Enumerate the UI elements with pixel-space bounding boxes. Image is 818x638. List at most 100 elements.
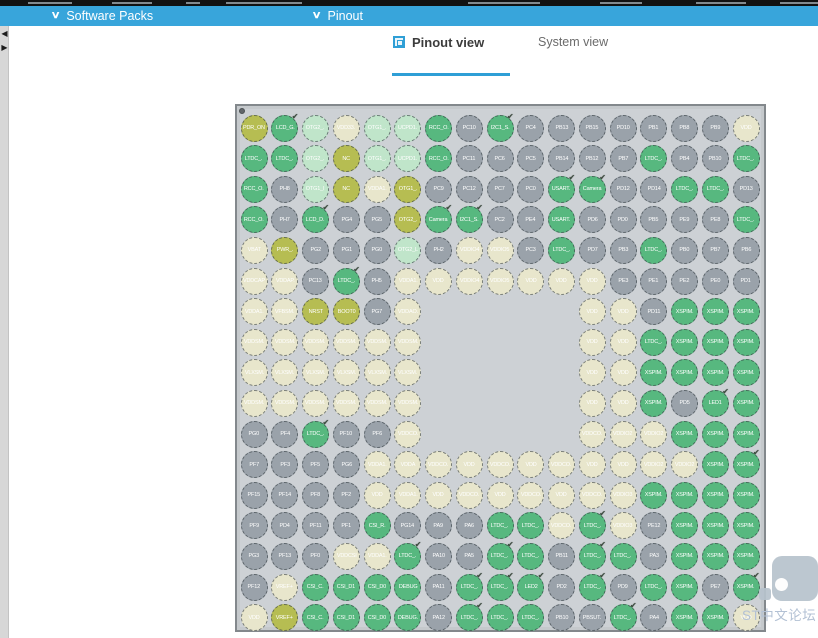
pin-r7-c15[interactable]: XSPIM. bbox=[671, 298, 698, 326]
pin-r1-c15[interactable]: PB8 bbox=[671, 114, 698, 142]
pin-r7-c16[interactable]: XSPIM. bbox=[701, 298, 729, 326]
expand-right-icon[interactable]: ▶ bbox=[1, 43, 8, 52]
pin-r12-c10[interactable]: VDD bbox=[517, 451, 545, 479]
pin-r13-c9[interactable]: VDD bbox=[486, 481, 514, 509]
pin-r2-c8[interactable]: PC11 bbox=[455, 145, 483, 173]
pin-r14-c13[interactable]: VDDIO3 bbox=[609, 512, 637, 540]
pin-r12-c1[interactable]: PF7 bbox=[240, 451, 268, 479]
pin-r14-c9[interactable]: LTDC_. bbox=[486, 512, 514, 540]
pin-r16-c17[interactable]: XSPIM. ✔ bbox=[732, 571, 760, 601]
pin-r12-c2[interactable]: PF3 bbox=[271, 451, 299, 479]
pin-r7-c13[interactable]: VDD bbox=[609, 298, 637, 326]
pin-r4-c11[interactable]: USART. bbox=[548, 206, 575, 234]
pin-r4-c12[interactable]: PD6 bbox=[578, 206, 606, 234]
pin-r3-c9[interactable]: PC7 bbox=[486, 175, 514, 203]
pin-r7-c1[interactable]: VDDA1. bbox=[240, 298, 268, 326]
pin-r13-c1[interactable]: PF15 bbox=[240, 481, 268, 509]
pin-r9-c1[interactable]: VLXSM. bbox=[240, 359, 268, 387]
pin-r4-c14[interactable]: PB5 bbox=[640, 206, 668, 234]
pin-r6-c15[interactable]: PE2 bbox=[671, 267, 698, 295]
pin-r4-c5[interactable]: PG5 bbox=[363, 206, 391, 234]
pin-r15-c15[interactable]: XSPIM. bbox=[671, 542, 698, 570]
pin-r1-c4[interactable]: VDD33. bbox=[332, 114, 360, 142]
pin-r14-c17[interactable]: XSPIM. bbox=[732, 512, 760, 540]
pin-r1-c16[interactable]: PB9 bbox=[701, 114, 729, 142]
pin-r11-c1[interactable]: PG0 bbox=[240, 420, 268, 448]
pin-r4-c7[interactable]: Camera ✔ bbox=[425, 204, 452, 234]
pin-r2-c7[interactable]: RCC_O. bbox=[425, 145, 452, 173]
pin-r6-c2[interactable]: VDDAP. bbox=[271, 267, 299, 295]
pin-r2-c11[interactable]: PB14 bbox=[548, 145, 575, 173]
pin-r12-c14[interactable]: VDDIO2 bbox=[640, 451, 668, 479]
pin-r17-c17[interactable]: VDD bbox=[732, 604, 760, 632]
pin-r16-c7[interactable]: PA11 bbox=[425, 573, 452, 601]
pin-r7-c5[interactable]: PG7 bbox=[363, 298, 391, 326]
pin-r12-c17[interactable]: XSPIM. ✔ bbox=[732, 449, 760, 479]
pin-r17-c5[interactable]: CSI_D0 bbox=[363, 604, 391, 632]
pin-r14-c5[interactable]: CSI_R. bbox=[363, 512, 391, 540]
pin-r11-c13[interactable]: VDDIO2 bbox=[609, 420, 637, 448]
pin-r14-c12[interactable]: LTDC_. ✔ bbox=[578, 510, 606, 540]
pin-r12-c7[interactable]: VDDCO. bbox=[425, 451, 452, 479]
pin-r17-c1[interactable]: VDD bbox=[240, 604, 268, 632]
pin-r9-c15[interactable]: XSPIM. bbox=[671, 359, 698, 387]
pin-r16-c5[interactable]: CSI_D0 bbox=[363, 573, 391, 601]
pin-r3-c14[interactable]: PD14 bbox=[640, 175, 668, 203]
pin-r9-c14[interactable]: XSPIM. bbox=[640, 359, 668, 387]
pin-r6-c9[interactable]: VDDIO5 bbox=[486, 267, 514, 295]
pin-r17-c3[interactable]: CSI_C. bbox=[302, 604, 329, 632]
pin-r2-c6[interactable]: UCPD1. bbox=[394, 145, 422, 173]
pin-r14-c16[interactable]: XSPIM. bbox=[701, 512, 729, 540]
pin-r1-c3[interactable]: OTG2_. bbox=[302, 114, 329, 142]
pin-r13-c15[interactable]: XSPIM. bbox=[671, 481, 698, 509]
pin-r17-c10[interactable]: LTDC_. bbox=[517, 604, 545, 632]
pin-r16-c14[interactable]: LTDC_. bbox=[640, 573, 668, 601]
pin-r15-c4[interactable]: VDDCSI bbox=[332, 542, 360, 570]
pin-r7-c4[interactable]: BOOT0 bbox=[332, 298, 360, 326]
pin-r11-c12[interactable]: VDDCO. bbox=[578, 420, 606, 448]
pin-r7-c14[interactable]: PD11 bbox=[640, 298, 668, 326]
pin-r8-c14[interactable]: LTDC_. bbox=[640, 328, 668, 356]
pin-r1-c6[interactable]: UCPD1. bbox=[394, 114, 422, 142]
pin-r4-c2[interactable]: PH7 bbox=[271, 206, 299, 234]
pin-r16-c6[interactable]: DEBUG bbox=[394, 573, 422, 601]
menu-software-packs[interactable]: ∨ Software Packs bbox=[42, 6, 163, 26]
pin-r11-c17[interactable]: XSPIM. bbox=[732, 420, 760, 448]
pin-r17-c15[interactable]: XSPIM. bbox=[671, 604, 698, 632]
pin-r9-c5[interactable]: VLXSM. bbox=[363, 359, 391, 387]
pin-r5-c3[interactable]: PG2 bbox=[302, 236, 329, 264]
pin-r12-c5[interactable]: VDDA1. bbox=[363, 451, 391, 479]
pin-r15-c10[interactable]: LTDC_. bbox=[517, 542, 545, 570]
pin-r1-c2[interactable]: LCD_G. ✔ bbox=[271, 112, 298, 142]
pin-r2-c1[interactable]: LTDC_. bbox=[240, 145, 268, 173]
pin-r5-c5[interactable]: PG0 bbox=[363, 236, 391, 264]
pin-r4-c9[interactable]: PC2 bbox=[486, 206, 514, 234]
pin-r4-c17[interactable]: LTDC_. bbox=[732, 206, 760, 234]
pin-r15-c8[interactable]: PA5 bbox=[455, 542, 483, 570]
tab-system-view[interactable]: System view bbox=[518, 29, 608, 55]
pin-r4-c1[interactable]: RCC_O. bbox=[240, 206, 268, 234]
pin-r9-c13[interactable]: VDD bbox=[609, 359, 637, 387]
pin-r3-c16[interactable]: LTDC_. bbox=[701, 175, 729, 203]
pin-r10-c1[interactable]: VDDSM. bbox=[240, 389, 268, 417]
pin-r6-c11[interactable]: VDD bbox=[548, 267, 575, 295]
pin-r5-c6[interactable]: OTG2_L bbox=[394, 236, 422, 264]
pin-r8-c13[interactable]: VDD bbox=[609, 328, 637, 356]
pin-r9-c12[interactable]: VDD bbox=[578, 359, 606, 387]
pin-r15-c1[interactable]: PG3 bbox=[240, 542, 268, 570]
pin-r3-c8[interactable]: PC12 bbox=[455, 175, 483, 203]
pin-r6-c14[interactable]: PE1 bbox=[640, 267, 668, 295]
pin-r7-c12[interactable]: VDD bbox=[578, 298, 606, 326]
pin-r10-c17[interactable]: XSPIM. bbox=[732, 389, 760, 417]
pin-r10-c13[interactable]: VDD bbox=[609, 389, 637, 417]
pin-r12-c13[interactable]: VDD bbox=[609, 451, 637, 479]
pin-r5-c13[interactable]: PB3 bbox=[609, 236, 637, 264]
pin-r15-c12[interactable]: LTDC_. ✔ bbox=[578, 540, 606, 570]
pin-r15-c7[interactable]: PA10 bbox=[425, 542, 452, 570]
pin-r4-c3[interactable]: LCD_D. ✔ bbox=[302, 204, 329, 234]
pin-r7-c2[interactable]: VFBSM. bbox=[271, 298, 299, 326]
pin-r5-c8[interactable]: VDDIO4 bbox=[455, 236, 483, 264]
pin-r9-c17[interactable]: XSPIM. bbox=[732, 359, 760, 387]
pin-r17-c11[interactable]: PB10 bbox=[548, 604, 575, 632]
pin-r2-c17[interactable]: LTDC_. bbox=[732, 145, 760, 173]
